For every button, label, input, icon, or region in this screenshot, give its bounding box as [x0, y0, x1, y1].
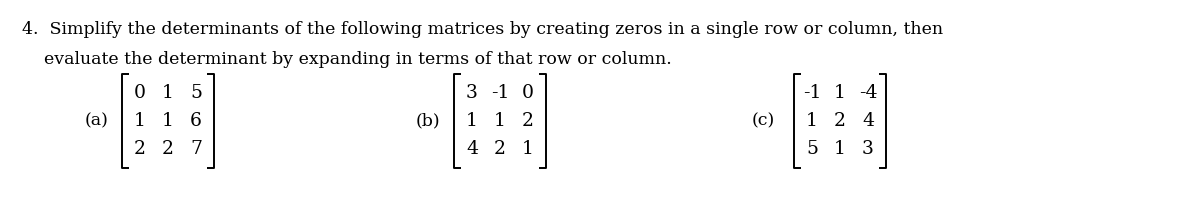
Text: 3: 3 — [862, 140, 874, 158]
Text: -1: -1 — [491, 84, 509, 102]
Text: 2: 2 — [134, 140, 146, 158]
Text: 2: 2 — [162, 140, 174, 158]
Text: 1: 1 — [466, 112, 478, 130]
Text: 3: 3 — [466, 84, 478, 102]
Text: 1: 1 — [134, 112, 146, 130]
Text: -1: -1 — [803, 84, 821, 102]
Text: 5: 5 — [190, 84, 202, 102]
Text: 0: 0 — [134, 84, 146, 102]
Text: 1: 1 — [494, 112, 506, 130]
Text: 2: 2 — [494, 140, 506, 158]
Text: 1: 1 — [162, 84, 174, 102]
Text: (c): (c) — [751, 112, 775, 130]
Text: (a): (a) — [84, 112, 108, 130]
Text: 2: 2 — [522, 112, 534, 130]
Text: 1: 1 — [834, 140, 846, 158]
Text: 1: 1 — [522, 140, 534, 158]
Text: 1: 1 — [162, 112, 174, 130]
Text: 4: 4 — [466, 140, 478, 158]
Text: 5: 5 — [806, 140, 818, 158]
Text: 1: 1 — [834, 84, 846, 102]
Text: -4: -4 — [859, 84, 877, 102]
Text: 4.  Simplify the determinants of the following matrices by creating zeros in a s: 4. Simplify the determinants of the foll… — [22, 21, 943, 38]
Text: 2: 2 — [834, 112, 846, 130]
Text: 7: 7 — [190, 140, 202, 158]
Text: 4: 4 — [862, 112, 874, 130]
Text: 6: 6 — [190, 112, 202, 130]
Text: (b): (b) — [415, 112, 440, 130]
Text: 1: 1 — [806, 112, 818, 130]
Text: evaluate the determinant by expanding in terms of that row or column.: evaluate the determinant by expanding in… — [22, 51, 672, 68]
Text: 0: 0 — [522, 84, 534, 102]
